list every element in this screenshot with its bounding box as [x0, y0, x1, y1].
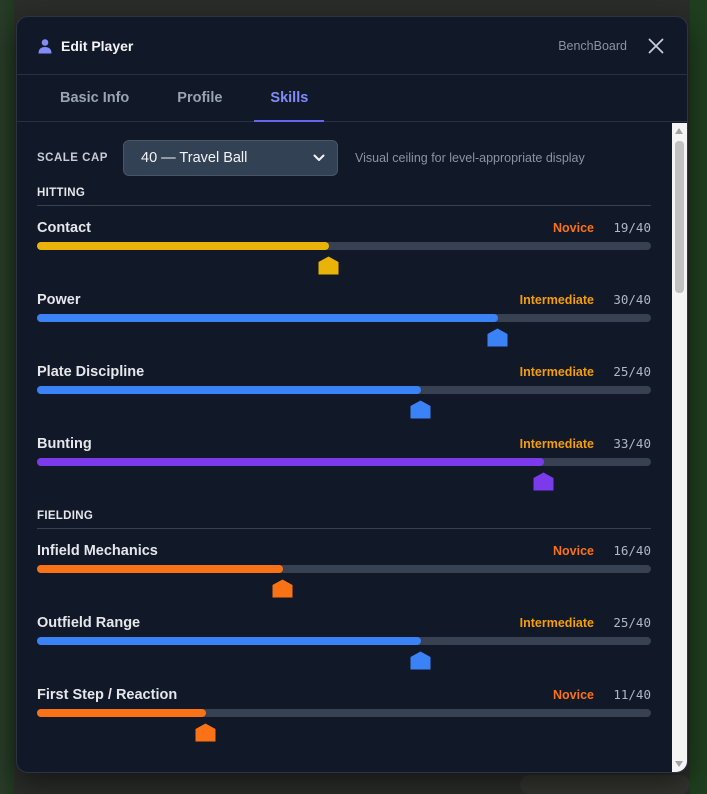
scale-cap-label: SCALE CAP [37, 152, 108, 164]
skill-name: Bunting [37, 436, 92, 452]
tab-skills[interactable]: Skills [254, 75, 325, 122]
close-icon [648, 38, 664, 53]
skill-row-power: Power Intermediate 30/40 [37, 292, 651, 364]
tab-label: Skills [270, 90, 309, 106]
skill-score: 25/40 [613, 615, 651, 630]
skill-row-first-step-reaction: First Step / Reaction Novice 11/40 [37, 687, 651, 759]
scale-cap-hint: Visual ceiling for level-appropriate dis… [355, 151, 585, 165]
skill-section-hitting: HITTING Contact Novice 19/40 Power Intermedia… [37, 187, 651, 508]
edit-player-modal: Edit Player BenchBoard Basic Info Profil… [16, 16, 688, 773]
home-plate-marker-icon [272, 579, 293, 598]
skill-section-fielding: FIELDING Infield Mechanics Novice 16/40 Outf… [37, 510, 651, 759]
skill-score: 16/40 [613, 543, 651, 558]
skill-header: First Step / Reaction Novice 11/40 [37, 687, 651, 705]
skill-level-badge: Intermediate [519, 293, 594, 307]
modal-body: SCALE CAP 40 — Travel Ball Visual ceilin… [17, 123, 687, 772]
skill-slider-track[interactable] [37, 242, 651, 250]
skill-list: Infield Mechanics Novice 16/40 Outfield Ran… [37, 543, 651, 759]
tab-label: Profile [177, 90, 223, 106]
skill-slider-fill [37, 709, 206, 717]
skill-slider-track[interactable] [37, 458, 651, 466]
skill-header: Outfield Range Intermediate 25/40 [37, 615, 651, 633]
tab-label: Basic Info [60, 90, 130, 106]
chevron-down-icon [313, 154, 325, 161]
home-plate-marker-icon [533, 472, 554, 491]
skill-row-infield-mechanics: Infield Mechanics Novice 16/40 [37, 543, 651, 615]
skill-slider-fill [37, 458, 544, 466]
skill-score: 25/40 [613, 364, 651, 379]
scroll-down-arrow-icon[interactable] [675, 761, 683, 767]
skill-score: 30/40 [613, 292, 651, 307]
tab-bar: Basic Info Profile Skills [17, 75, 687, 122]
skill-slider-fill [37, 565, 283, 573]
close-button[interactable] [645, 35, 667, 57]
skill-slider-track[interactable] [37, 386, 651, 394]
tab-profile[interactable]: Profile [161, 75, 238, 121]
skill-slider-handle[interactable] [272, 579, 293, 598]
user-icon [37, 38, 53, 54]
scrollbar-thumb[interactable] [675, 141, 684, 293]
skill-level-badge: Novice [553, 544, 594, 558]
scale-cap-select[interactable]: 40 — Travel Ball [123, 140, 338, 176]
home-plate-marker-icon [410, 651, 431, 670]
skill-name: Power [37, 292, 81, 308]
skill-list: Contact Novice 19/40 Power Intermediate 30/40… [37, 220, 651, 508]
skill-slider-track[interactable] [37, 314, 651, 322]
scroll-up-arrow-icon[interactable] [675, 128, 683, 134]
skill-name: Infield Mechanics [37, 543, 158, 559]
backdrop-shape [520, 775, 690, 794]
home-plate-marker-icon [318, 256, 339, 275]
skill-name: Plate Discipline [37, 364, 145, 380]
skill-row-bunting: Bunting Intermediate 33/40 [37, 436, 651, 508]
section-title: FIELDING [37, 510, 651, 529]
skill-level-badge: Intermediate [519, 616, 594, 630]
modal-title: Edit Player [61, 37, 134, 54]
tab-basic-info[interactable]: Basic Info [44, 75, 145, 121]
scale-cap-value: 40 — Travel Ball [141, 150, 248, 166]
modal-header: Edit Player BenchBoard [17, 17, 687, 75]
skill-slider-handle[interactable] [195, 723, 216, 742]
skill-name: Contact [37, 220, 91, 236]
skill-row-outfield-range: Outfield Range Intermediate 25/40 [37, 615, 651, 687]
skill-header: Bunting Intermediate 33/40 [37, 436, 651, 454]
skill-header: Power Intermediate 30/40 [37, 292, 651, 310]
skill-name: First Step / Reaction [37, 687, 178, 703]
skill-header: Plate Discipline Intermediate 25/40 [37, 364, 651, 382]
home-plate-marker-icon [410, 400, 431, 419]
skill-score: 11/40 [613, 687, 651, 702]
skill-slider-fill [37, 242, 329, 250]
skill-slider-track[interactable] [37, 565, 651, 573]
brand-label: BenchBoard [558, 38, 627, 53]
skill-slider-track[interactable] [37, 709, 651, 717]
skill-level-badge: Intermediate [519, 437, 594, 451]
skill-slider-handle[interactable] [410, 651, 431, 670]
skill-level-badge: Novice [553, 688, 594, 702]
title-wrap: Edit Player [37, 38, 133, 54]
skill-name: Outfield Range [37, 615, 141, 631]
skill-slider-handle[interactable] [318, 256, 339, 275]
scale-cap-row: SCALE CAP 40 — Travel Ball Visual ceilin… [37, 140, 651, 176]
skill-slider-handle[interactable] [533, 472, 554, 491]
section-title: HITTING [37, 187, 651, 206]
home-plate-marker-icon [487, 328, 508, 347]
home-plate-marker-icon [195, 723, 216, 742]
skill-slider-track[interactable] [37, 637, 651, 645]
skill-row-plate-discipline: Plate Discipline Intermediate 25/40 [37, 364, 651, 436]
skill-slider-fill [37, 637, 421, 645]
skill-level-badge: Novice [553, 221, 594, 235]
scrollbar[interactable] [672, 123, 687, 772]
skill-slider-handle[interactable] [410, 400, 431, 419]
skill-level-badge: Intermediate [519, 365, 594, 379]
skill-score: 33/40 [613, 436, 651, 451]
skill-slider-fill [37, 314, 498, 322]
skill-header: Contact Novice 19/40 [37, 220, 651, 238]
skill-slider-fill [37, 386, 421, 394]
skill-sections: HITTING Contact Novice 19/40 Power Intermedia… [37, 187, 651, 759]
skills-panel: SCALE CAP 40 — Travel Ball Visual ceilin… [37, 123, 651, 772]
skill-slider-handle[interactable] [487, 328, 508, 347]
skill-row-contact: Contact Novice 19/40 [37, 220, 651, 292]
skill-header: Infield Mechanics Novice 16/40 [37, 543, 651, 561]
skill-score: 19/40 [613, 220, 651, 235]
